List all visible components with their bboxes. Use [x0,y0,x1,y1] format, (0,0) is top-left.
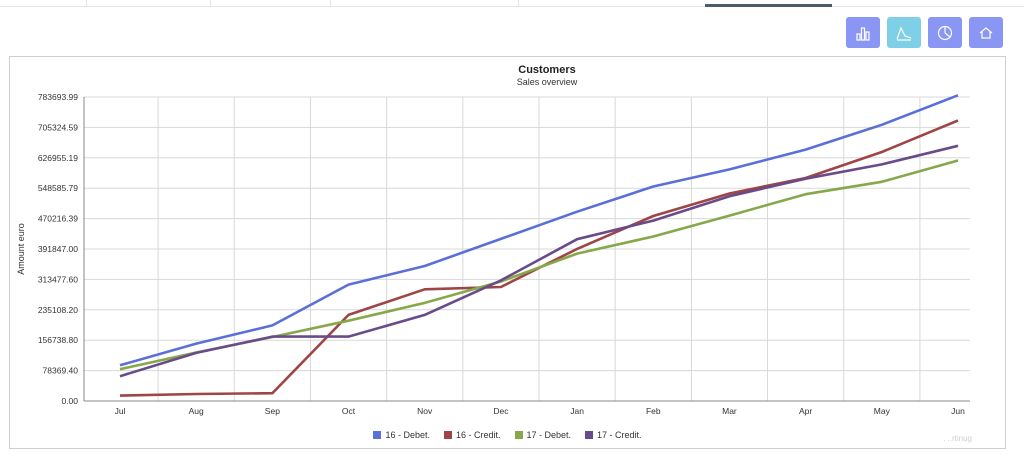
y-axis-label: Amount euro [16,223,26,275]
home-icon [979,26,993,39]
tab-active[interactable] [705,0,832,7]
legend-swatch [373,431,382,439]
y-tick-label: 391847.00 [38,244,78,254]
legend-label: 17 - Credit. [597,430,642,440]
y-tick-label: 0.00 [61,396,78,406]
x-tick-label: Jan [570,406,584,416]
legend-item[interactable]: 17 - Debet. [514,430,572,440]
tab-1[interactable] [0,0,87,6]
x-tick-label: Oct [342,406,356,416]
legend-item[interactable]: 16 - Debet. [373,430,430,440]
bar-chart-button[interactable] [846,17,880,48]
top-tab-strip [0,0,1024,7]
x-tick-label: Sep [265,406,280,416]
tab-2[interactable] [88,0,211,6]
legend-item[interactable]: 17 - Credit. [585,430,642,440]
pie-chart-icon [937,25,953,40]
legend-swatch [585,431,594,439]
line-chart-icon [896,25,912,41]
y-tick-label: 626955.19 [38,153,78,163]
legend-label: 16 - Debet. [385,430,430,440]
y-tick-label: 705324.59 [38,122,78,132]
y-tick-label: 548585.79 [38,183,78,193]
x-tick-label: Apr [799,406,812,416]
y-tick-label: 78369.40 [43,366,79,376]
x-tick-label: Dec [493,406,509,416]
series-line-4 [119,144,959,378]
y-tick-label: 470216.39 [38,214,78,224]
y-tick-label: 313477.60 [38,274,78,284]
chart-toolbar [846,17,1003,48]
chart-panel: Customers Sales overview 0.00 78369.40 15673… [9,56,1006,449]
legend-item[interactable]: 16 - Credit. [443,430,501,440]
x-tick-label: Jun [951,406,965,416]
chart-legend: 16 - Debet. 16 - Credit. 17 - Debet. 17 - C… [10,430,1005,440]
bar-chart-icon [856,26,870,41]
x-tick-label: Nov [417,406,433,416]
x-tick-label: Mar [722,406,737,416]
x-tick-label: Feb [646,406,661,416]
tab-3[interactable] [212,0,331,6]
x-tick-label: Aug [189,406,204,416]
tab-4[interactable] [332,0,519,6]
legend-swatch [514,431,523,439]
line-chart-button[interactable] [887,17,921,48]
y-tick-label: 235108.20 [38,305,78,315]
legend-swatch [443,431,452,439]
home-button[interactable] [969,17,1003,48]
legend-label: 17 - Debet. [526,430,572,440]
x-tick-label: May [874,406,891,416]
y-tick-label: 783693.99 [38,92,78,102]
y-tick-label: 156738.80 [38,335,78,345]
x-tick-label: Jul [115,406,126,416]
chart-credit: . ..rtinug [943,434,972,443]
chart-title: Customers [518,64,575,76]
chart-subtitle: Sales overview [517,77,578,87]
legend-label: 16 - Credit. [455,430,501,440]
pie-chart-button[interactable] [928,17,962,48]
series-line-1 [119,94,959,367]
